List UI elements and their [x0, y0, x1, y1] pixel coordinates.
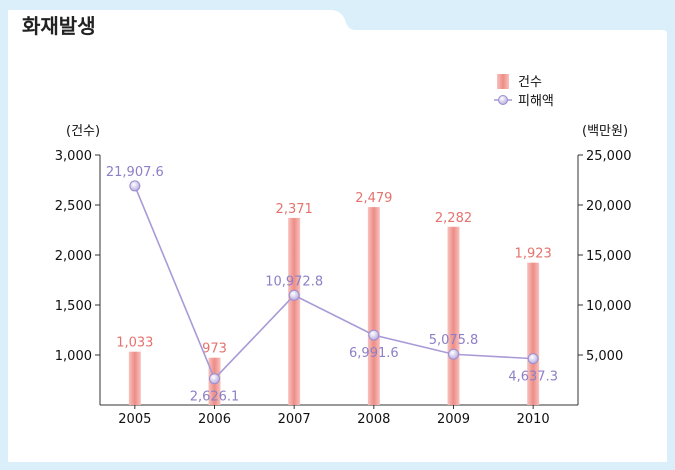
right-axis-unit: (백만원)	[582, 124, 628, 139]
bar-value-label: 1,033	[116, 336, 153, 351]
line-value-label: 5,075.8	[429, 333, 479, 348]
left-tick-label: 1,000	[55, 349, 92, 364]
line-value-label: 2,626.1	[190, 390, 240, 405]
left-axis-ticks: 1,000 1,500 2,000 2,500 3,000	[55, 149, 100, 364]
legend-line-marker	[498, 95, 508, 105]
bar-value-label: 2,479	[355, 191, 392, 206]
left-axis-unit: (건수)	[66, 124, 100, 139]
line-series: 21,907.6 2,626.1 10,972.8 6,991.6 5,075.8 4,6…	[106, 165, 558, 405]
right-tick-label: 10,000	[586, 299, 632, 314]
right-tick-label: 25,000	[586, 149, 632, 164]
bar-series: 1,033 973 2,371 2,479 2,282 1,923	[116, 191, 552, 405]
bar-2007	[288, 217, 301, 405]
line-point-2008	[368, 329, 380, 341]
left-tick-label: 1,500	[55, 299, 92, 314]
legend-bar-swatch	[497, 74, 509, 89]
x-tick-label: 2006	[198, 412, 231, 427]
x-tick-label: 2005	[118, 412, 151, 427]
x-tick-label: 2010	[517, 412, 550, 427]
bar-value-label: 2,282	[435, 211, 472, 226]
legend: 건수 피해액	[494, 74, 554, 109]
bar-2008	[367, 207, 380, 405]
legend-label-count: 건수	[518, 75, 542, 90]
bar-value-label: 1,923	[515, 247, 552, 262]
right-tick-label: 5,000	[586, 349, 623, 364]
right-tick-label: 15,000	[586, 249, 632, 264]
line-value-label: 10,972.8	[265, 274, 323, 289]
left-tick-label: 2,000	[55, 249, 92, 264]
line-point-2006	[209, 373, 220, 385]
right-tick-label: 20,000	[586, 199, 632, 214]
right-axis-ticks: 5,000 10,000 15,000 20,000 25,000	[578, 149, 632, 364]
line-point-2010	[527, 353, 539, 365]
legend-label-damage: 피해액	[518, 94, 554, 109]
x-tick-label: 2008	[357, 412, 390, 427]
bar-2010	[527, 262, 540, 405]
chart-title: 화재발생	[22, 14, 96, 38]
x-tick-label: 2007	[278, 412, 311, 427]
bar-2009	[447, 226, 460, 405]
damage-line	[134, 185, 534, 381]
line-point-2009	[448, 348, 459, 360]
line-point-2005	[129, 180, 141, 192]
x-tick-label: 2009	[437, 412, 470, 427]
bar-value-label: 2,371	[276, 202, 313, 217]
x-axis-ticks: 2005 2006 2007 2008 2009 2010	[118, 405, 550, 427]
left-tick-label: 3,000	[55, 149, 92, 164]
line-value-label: 4,637.3	[508, 370, 558, 385]
line-value-label: 6,991.6	[349, 346, 399, 361]
bar-2005	[128, 351, 141, 405]
bar-value-label: 973	[202, 342, 227, 357]
line-value-label: 21,907.6	[106, 165, 164, 180]
line-point-2007	[288, 289, 300, 301]
left-tick-label: 2,500	[55, 199, 92, 214]
chart-panel	[8, 10, 667, 462]
